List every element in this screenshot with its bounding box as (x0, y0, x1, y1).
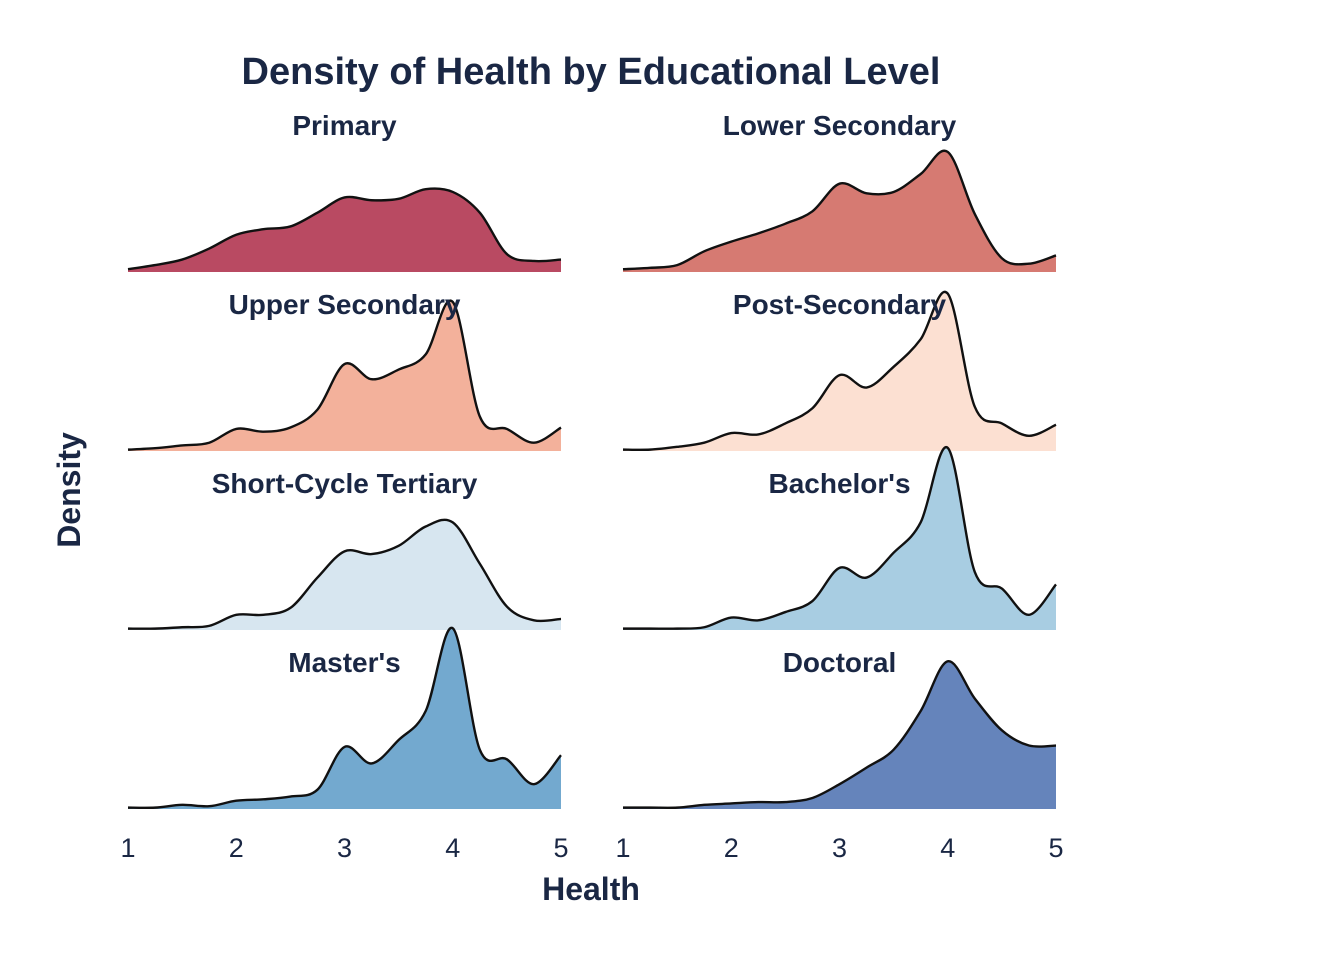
panel-master-s: Master's (127, 627, 562, 810)
chart-title: Density of Health by Educational Level (242, 51, 941, 93)
density-area-primary (128, 188, 561, 272)
density-area-lower-secondary (623, 150, 1056, 272)
density-area-master-s (128, 627, 561, 809)
panel-title-master-s: Master's (288, 647, 401, 678)
density-line-lower-secondary (622, 149, 1057, 271)
x-tick-label: 2 (724, 833, 739, 863)
density-line-master-s (127, 627, 562, 810)
density-area-bachelor-s (623, 447, 1056, 630)
facet-panels: Primary Lower Secondary Upper Secondary Pos… (127, 110, 1057, 810)
panel-title-lower-secondary: Lower Secondary (723, 110, 957, 141)
x-tick-labels: 1 2 3 4 5 1 2 3 4 5 (120, 833, 1063, 863)
x-tick-label: 5 (553, 833, 568, 863)
panel-title-bachelor-s: Bachelor's (768, 468, 910, 499)
density-line-upper-secondary (127, 299, 562, 451)
x-tick-label: 3 (337, 833, 352, 863)
x-axis-title: Health (542, 871, 640, 907)
panel-title-primary: Primary (292, 110, 397, 141)
panel-title-upper-secondary: Upper Secondary (229, 289, 461, 320)
panel-bachelor-s: Bachelor's (623, 446, 1057, 630)
density-area-short-cycle-tertiary (128, 519, 561, 630)
panel-doctoral: Doctoral (623, 647, 1057, 810)
x-tick-label: 5 (1048, 833, 1063, 863)
x-tick-label: 1 (120, 833, 135, 863)
density-line-doctoral (623, 660, 1057, 810)
x-tick-label: 4 (940, 833, 955, 863)
x-tick-label: 3 (832, 833, 847, 863)
panel-title-short-cycle-tertiary: Short-Cycle Tertiary (212, 468, 478, 499)
x-tick-label: 4 (445, 833, 460, 863)
density-area-doctoral (623, 661, 1056, 809)
panel-lower-secondary: Lower Secondary (622, 110, 1057, 272)
panel-upper-secondary: Upper Secondary (127, 289, 562, 451)
x-tick-label: 2 (229, 833, 244, 863)
panel-title-doctoral: Doctoral (783, 647, 897, 678)
density-line-bachelor-s (623, 446, 1057, 630)
density-line-short-cycle-tertiary (127, 518, 562, 630)
panel-primary: Primary (127, 110, 562, 272)
density-area-post-secondary (623, 291, 1056, 451)
y-axis-title: Density (51, 432, 87, 548)
panel-post-secondary: Post-Secondary (622, 289, 1057, 452)
density-area-upper-secondary (128, 300, 561, 451)
density-line-primary (127, 187, 562, 271)
panel-title-post-secondary: Post-Secondary (733, 289, 947, 320)
panel-short-cycle-tertiary: Short-Cycle Tertiary (127, 468, 562, 630)
density-line-post-secondary (622, 290, 1057, 452)
x-tick-label: 1 (615, 833, 630, 863)
